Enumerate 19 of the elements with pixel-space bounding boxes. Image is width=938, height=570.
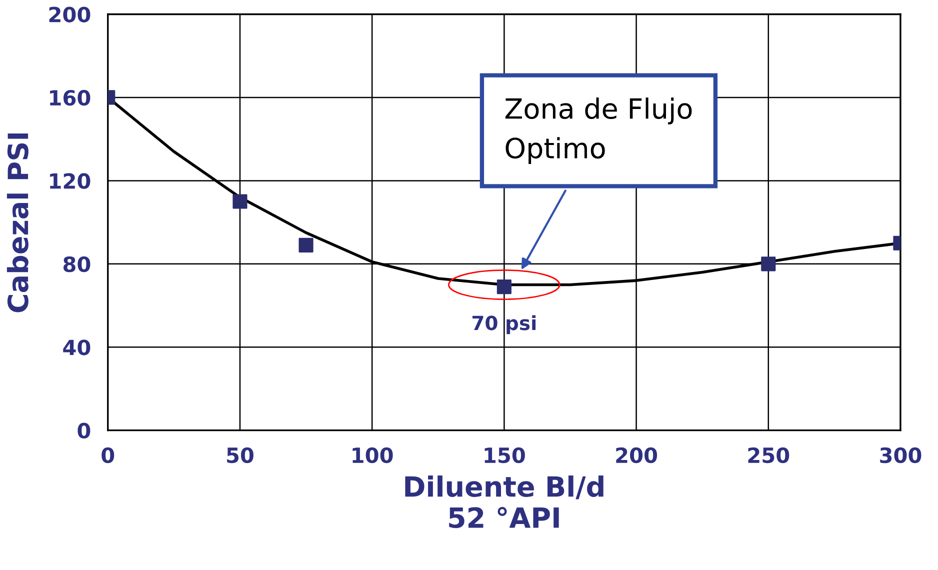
annotation: Zona de Flujo Optimo <box>505 98 692 164</box>
x-tick-label: 100 <box>352 447 393 464</box>
x-tick-label: 200 <box>616 447 658 464</box>
y-tick-label: 0 <box>78 422 90 439</box>
y-tick-label: 160 <box>50 90 90 106</box>
x-tick-label: 150 <box>484 447 525 464</box>
point <box>496 280 512 294</box>
y-axis-title: Cabezal PSI <box>6 134 28 312</box>
y-tick-label: 80 <box>63 256 90 272</box>
y-tick-label: 120 <box>50 173 90 189</box>
x-axis-title: Diluente Bl/d 52 °API <box>405 476 604 528</box>
annotation: 70 psi <box>472 315 536 334</box>
point <box>298 238 314 252</box>
x-tick-label: 250 <box>748 447 790 464</box>
x-tick-label: 50 <box>227 447 254 464</box>
y-tick-label: 40 <box>63 340 90 356</box>
y-tick-label: 200 <box>49 6 90 22</box>
x-tick-label: 300 <box>880 447 922 464</box>
x-tick-label: 0 <box>102 447 114 464</box>
